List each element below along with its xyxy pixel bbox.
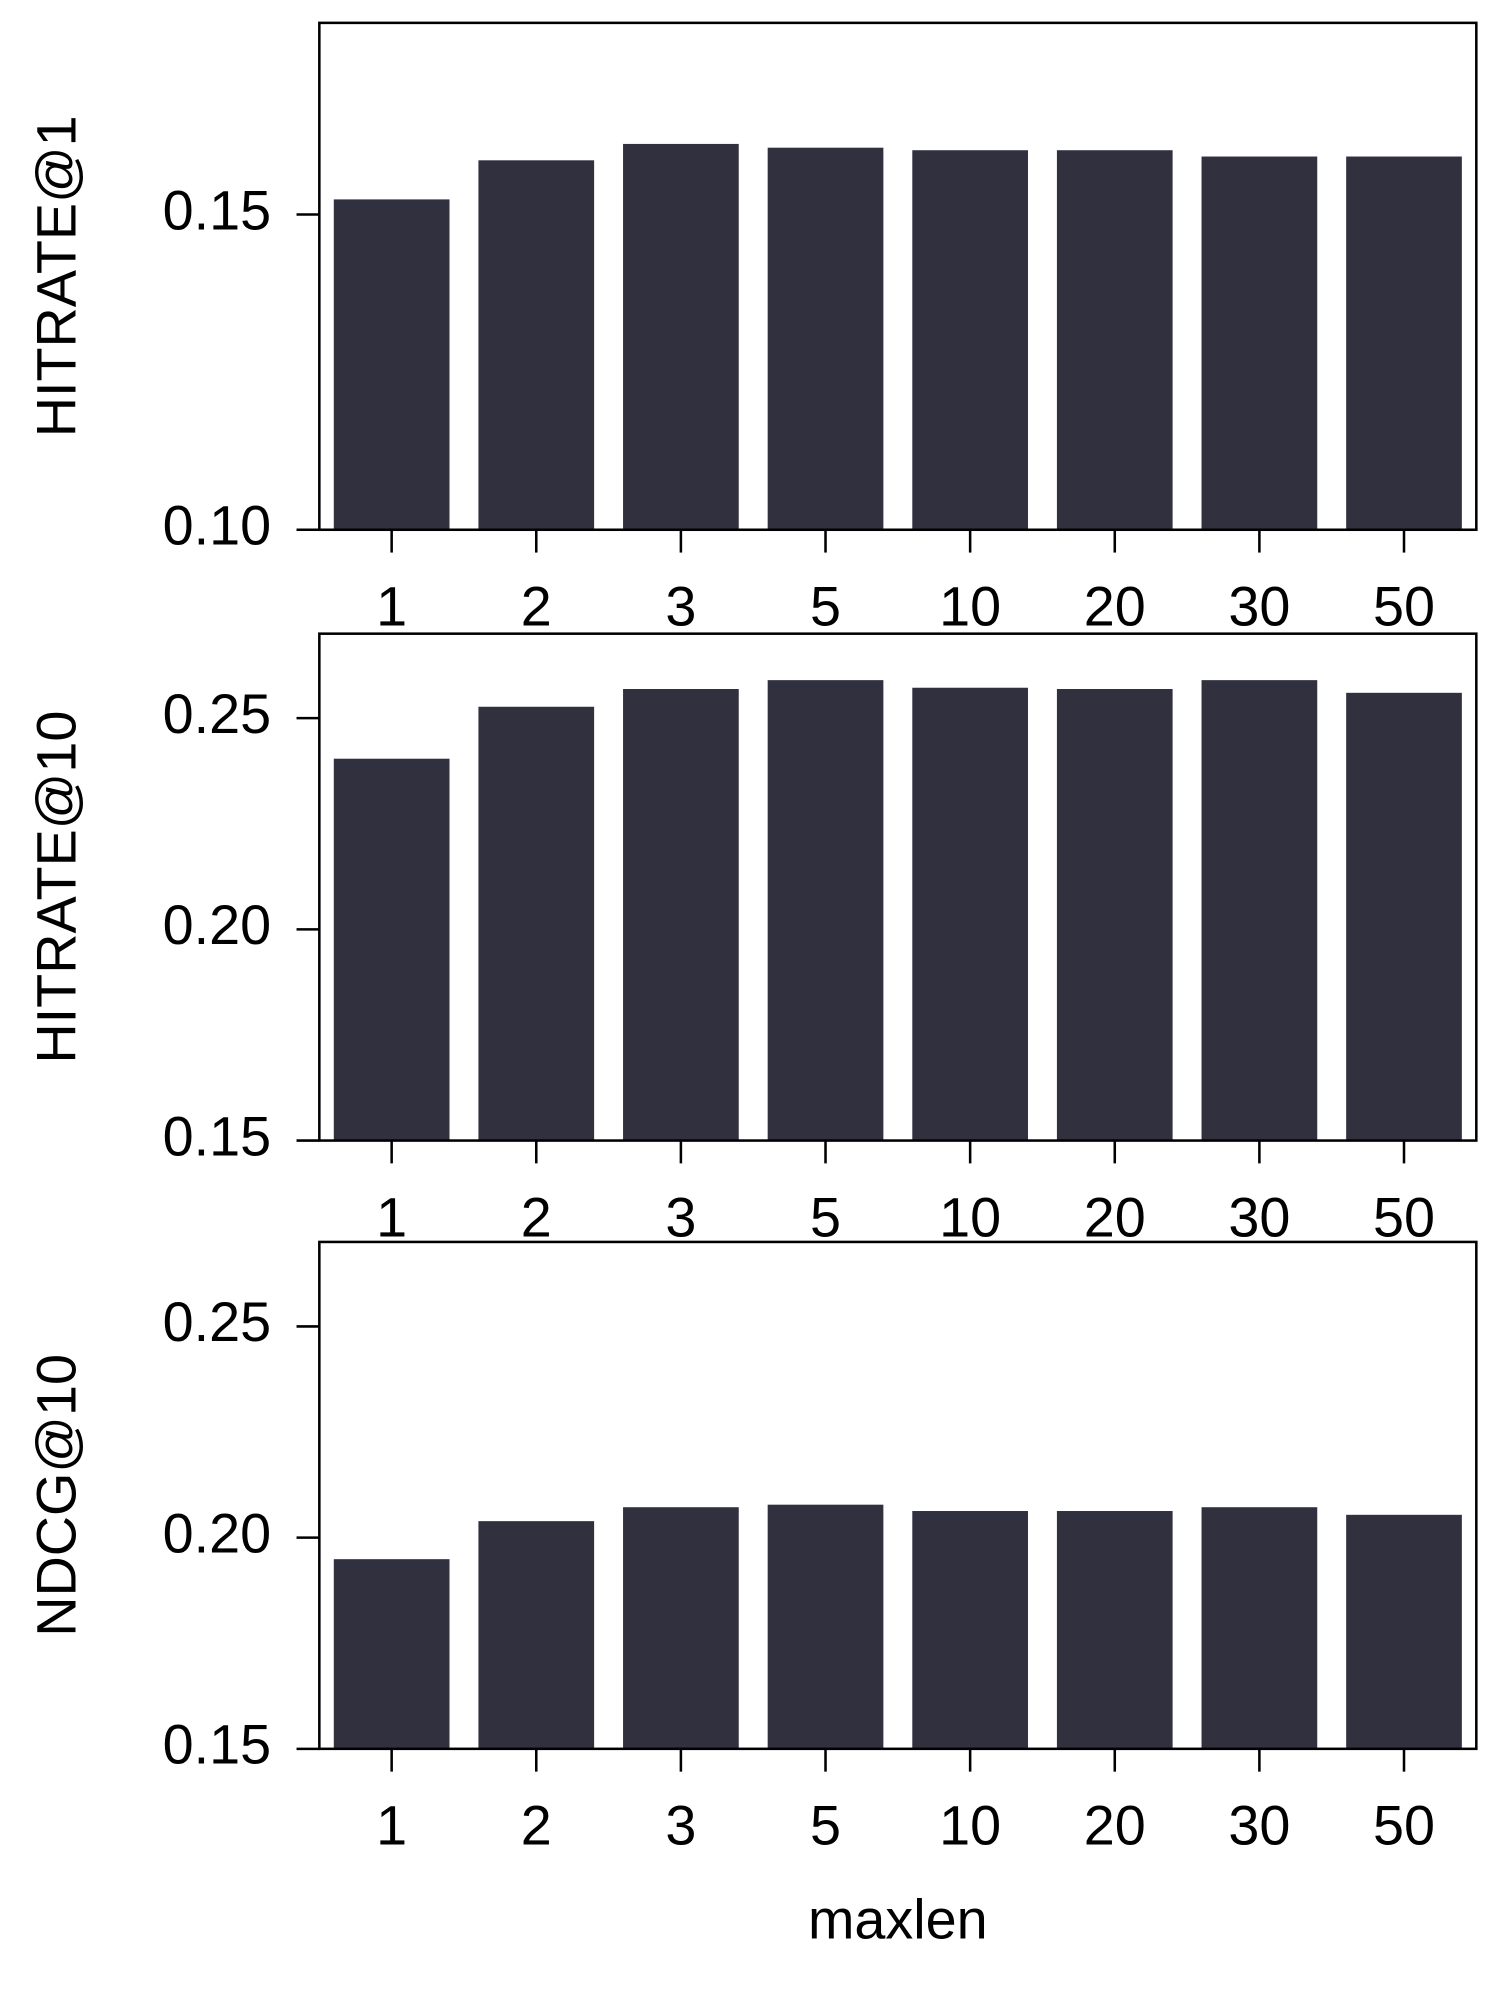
bar — [623, 143, 739, 530]
x-tick-label: 20 — [1084, 1795, 1146, 1857]
x-tick-label: 2 — [521, 576, 552, 638]
y-tick-label: 0.25 — [163, 1291, 272, 1353]
axes-frame — [318, 1240, 1478, 1751]
x-tick-label: 3 — [665, 1186, 696, 1248]
bar — [623, 1507, 739, 1749]
y-axis-label: NDCG@10 — [26, 1354, 88, 1637]
x-tick-label: 10 — [939, 576, 1001, 638]
x-tick-label: 30 — [1228, 1795, 1290, 1857]
bar — [623, 689, 739, 1141]
bar — [912, 150, 1028, 530]
x-tick-label: 3 — [665, 576, 696, 638]
x-tick-label: 2 — [521, 1795, 552, 1857]
x-tick-label: 10 — [939, 1795, 1001, 1857]
bar — [767, 1504, 884, 1749]
x-tick-label: 20 — [1084, 576, 1146, 638]
bar — [333, 758, 450, 1141]
x-tick-label: 50 — [1373, 576, 1435, 638]
axes-frame — [318, 21, 1478, 532]
bar — [1346, 156, 1462, 530]
x-axis-label: maxlen — [808, 1888, 988, 1950]
bar — [1056, 150, 1173, 530]
x-tick-label: 30 — [1228, 576, 1290, 638]
bar — [767, 147, 884, 530]
x-tick-label: 1 — [376, 576, 407, 638]
y-axis-label: HITRATE@10 — [26, 711, 88, 1064]
bar — [478, 160, 595, 530]
y-tick-label: 0.15 — [163, 1714, 272, 1776]
x-tick-label: 10 — [939, 1186, 1001, 1248]
x-tick-label: 1 — [376, 1795, 407, 1857]
bar — [1201, 1507, 1318, 1749]
x-tick-label: 50 — [1373, 1186, 1435, 1248]
bar — [333, 1559, 450, 1749]
bar — [333, 199, 450, 530]
bar — [912, 687, 1028, 1141]
y-tick-label: 0.25 — [163, 683, 272, 745]
bar — [1056, 1511, 1173, 1749]
bar — [1056, 689, 1173, 1141]
x-tick-label: 50 — [1373, 1795, 1435, 1857]
bar — [1346, 1514, 1462, 1749]
x-tick-label: 30 — [1228, 1186, 1290, 1248]
x-tick-label: 2 — [521, 1186, 552, 1248]
x-tick-label: 5 — [810, 1795, 841, 1857]
x-tick-label: 5 — [810, 1186, 841, 1248]
bar — [478, 706, 595, 1141]
x-tick-label: 20 — [1084, 1186, 1146, 1248]
x-tick-label: 3 — [665, 1795, 696, 1857]
y-axis-label: HITRATE@1 — [26, 115, 88, 437]
bar — [767, 680, 884, 1141]
y-tick-label: 0.20 — [163, 1502, 272, 1564]
y-tick-label: 0.20 — [163, 894, 272, 956]
bar — [1201, 156, 1318, 530]
y-tick-label: 0.10 — [163, 494, 272, 556]
y-tick-label: 0.15 — [163, 1105, 272, 1167]
bar — [1346, 692, 1462, 1141]
x-tick-label: 5 — [810, 576, 841, 638]
bar — [478, 1521, 595, 1749]
x-tick-label: 1 — [376, 1186, 407, 1248]
bar — [1201, 680, 1318, 1141]
y-tick-label: 0.15 — [163, 179, 272, 241]
axes-frame — [318, 632, 1478, 1142]
bar — [912, 1511, 1028, 1749]
